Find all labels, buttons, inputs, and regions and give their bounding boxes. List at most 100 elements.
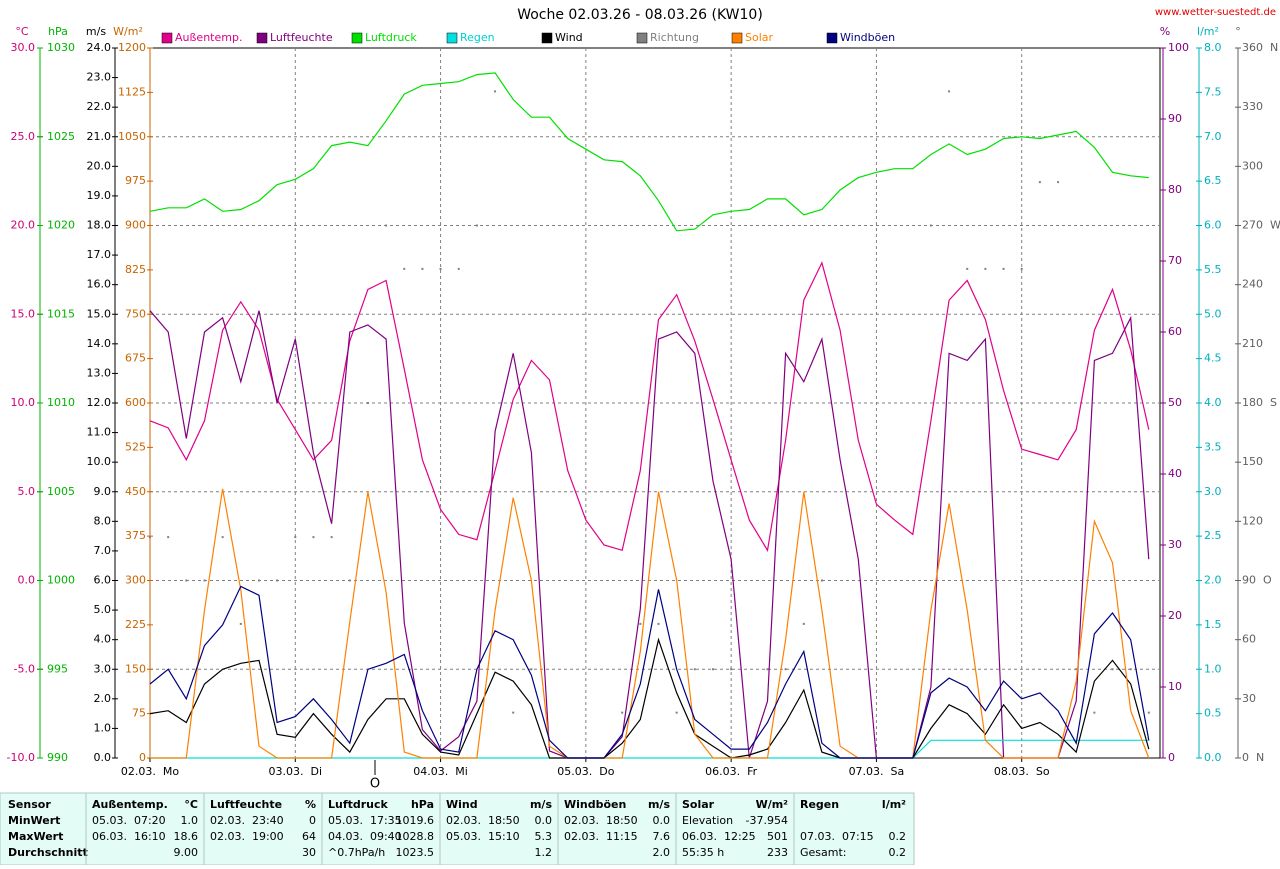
cell-value: 7.6 xyxy=(653,830,671,843)
cell-text: 07.03. 07:15 xyxy=(800,830,874,843)
direction-dot xyxy=(421,267,424,270)
cell-value: 233 xyxy=(767,846,788,859)
cell-value: 5.3 xyxy=(535,830,553,843)
row-label: Durchschnitt xyxy=(8,846,88,859)
tick-label: 270 W xyxy=(1242,219,1280,232)
tick-label: 10.0 xyxy=(11,396,36,409)
legend-swatch xyxy=(446,32,458,44)
tick-label: 5.0 xyxy=(94,603,112,616)
direction-dot xyxy=(1111,668,1114,671)
tick-label: 2.5 xyxy=(1204,529,1222,542)
tick-label: 40 xyxy=(1168,467,1182,480)
tick-label: 240 xyxy=(1242,278,1263,291)
legend-label: Luftdruck xyxy=(365,31,417,44)
tick-label: 30 xyxy=(1168,538,1182,551)
direction-dot xyxy=(1147,711,1150,714)
cell-value: 1019.6 xyxy=(396,814,435,827)
tick-label: 300 xyxy=(1242,159,1263,172)
direction-dot xyxy=(403,267,406,270)
group-unit: °C xyxy=(184,798,198,811)
tick-label: 300 xyxy=(125,574,146,587)
legend-label: Solar xyxy=(745,31,774,44)
cell-text: 05.03. 15:10 xyxy=(446,830,520,843)
direction-dot xyxy=(1075,668,1078,671)
legend-label: Windböen xyxy=(840,31,895,44)
cell-value: 0.2 xyxy=(889,830,907,843)
tick-label: 1125 xyxy=(118,85,146,98)
direction-dot xyxy=(276,579,279,582)
direction-dot xyxy=(711,668,714,671)
direction-dot xyxy=(1129,668,1132,671)
tick-label: 22.0 xyxy=(87,100,112,113)
group-name: Regen xyxy=(800,798,839,811)
direction-dot xyxy=(639,622,642,625)
row-label: MinWert xyxy=(8,814,60,827)
tick-label: 30.0 xyxy=(11,41,36,54)
row-label: Sensor xyxy=(8,798,51,811)
group-name: Luftdruck xyxy=(328,798,389,811)
tick-label: 975 xyxy=(125,174,146,187)
series-line xyxy=(149,637,1150,759)
legend-label: Regen xyxy=(460,31,495,44)
direction-dot xyxy=(294,536,297,539)
direction-dot xyxy=(948,90,951,93)
direction-dot xyxy=(385,224,388,227)
tick-label: 24.0 xyxy=(87,41,112,54)
x-tick-label: 04.03. Mi xyxy=(413,765,468,778)
series-line xyxy=(149,72,1149,232)
direction-dot xyxy=(149,536,151,539)
cell-text: 02.03. 23:40 xyxy=(210,814,284,827)
tick-label: 50 xyxy=(1168,396,1182,409)
tick-label: 15.0 xyxy=(87,307,112,320)
group-name: Luftfeuchte xyxy=(210,798,282,811)
tick-label: 120 xyxy=(1242,514,1263,527)
group-name: Außentemp. xyxy=(92,798,168,811)
direction-dot xyxy=(1020,267,1023,270)
direction-dot xyxy=(203,579,206,582)
tick-label: 1200 xyxy=(118,41,146,54)
group-name: Windböen xyxy=(564,798,626,811)
direction-dot xyxy=(1002,267,1005,270)
x-tick-label: 07.03. Sa xyxy=(849,765,905,778)
legend-label: Wind xyxy=(555,31,583,44)
cell-value: 1.2 xyxy=(535,846,553,859)
cell-text: 06.03. 16:10 xyxy=(92,830,166,843)
series-line xyxy=(150,488,1150,759)
legend-label: Luftfeuchte xyxy=(270,31,333,44)
direction-dot xyxy=(657,622,660,625)
tick-label: 7.0 xyxy=(1204,130,1222,143)
source: www.wetter-suestedt.de xyxy=(1155,7,1276,18)
tick-label: 17.0 xyxy=(87,248,112,261)
tick-label: 14.0 xyxy=(87,337,112,350)
tick-label: 90 xyxy=(1168,112,1182,125)
tick-label: 180 S xyxy=(1242,396,1277,409)
direction-dot xyxy=(784,668,787,671)
x-tick-label: 02.03. Mo xyxy=(121,765,179,778)
cell-text: 02.03. 11:15 xyxy=(564,830,638,843)
direction-dot xyxy=(167,536,170,539)
cell-text: Elevation xyxy=(682,814,733,827)
direction-dot xyxy=(1038,181,1041,184)
tick-label: 0 xyxy=(139,751,146,764)
tick-label: 30 xyxy=(1242,692,1256,705)
tick-label: 150 xyxy=(125,662,146,675)
tick-label: 15.0 xyxy=(11,307,36,320)
cell-value: 2.0 xyxy=(653,846,671,859)
tick-label: 11.0 xyxy=(87,426,112,439)
tick-label: 900 xyxy=(125,219,146,232)
cell-text: 55:35 h xyxy=(682,846,724,859)
tick-label: 330 xyxy=(1242,100,1263,113)
legend-swatch xyxy=(731,32,743,44)
cell-text: 02.03. 18:50 xyxy=(564,814,638,827)
tick-label: 1.5 xyxy=(1204,618,1222,631)
cell-text: ^0.7hPa/h xyxy=(328,846,385,859)
tick-label: 2.0 xyxy=(94,692,112,705)
tick-label: 3.0 xyxy=(1204,485,1222,498)
direction-dot xyxy=(221,536,224,539)
direction-dot xyxy=(675,711,678,714)
legend-label: Außentemp. xyxy=(175,31,242,44)
group-name: Solar xyxy=(682,798,715,811)
tick-label: 8.0 xyxy=(1204,41,1222,54)
tick-label: 525 xyxy=(125,440,146,453)
